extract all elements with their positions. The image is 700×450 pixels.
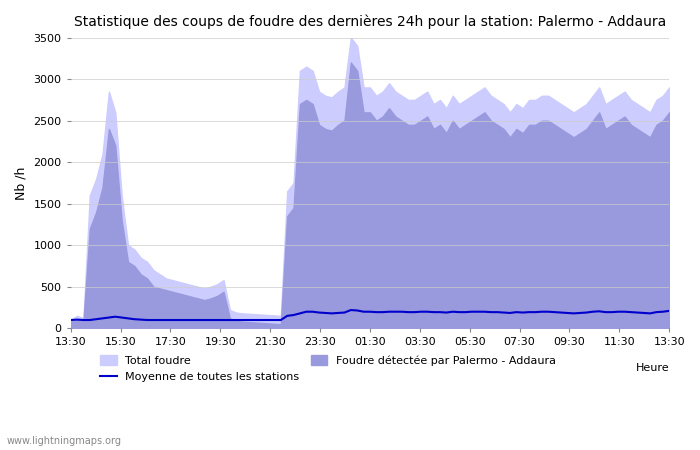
- Text: Heure: Heure: [636, 363, 669, 373]
- Y-axis label: Nb /h: Nb /h: [15, 166, 28, 200]
- Legend: Total foudre, Moyenne de toutes les stations, Foudre détectée par Palermo - Adda: Total foudre, Moyenne de toutes les stat…: [95, 351, 561, 387]
- Text: www.lightningmaps.org: www.lightningmaps.org: [7, 436, 122, 446]
- Title: Statistique des coups de foudre des dernières 24h pour la station: Palermo - Add: Statistique des coups de foudre des dern…: [74, 15, 666, 30]
